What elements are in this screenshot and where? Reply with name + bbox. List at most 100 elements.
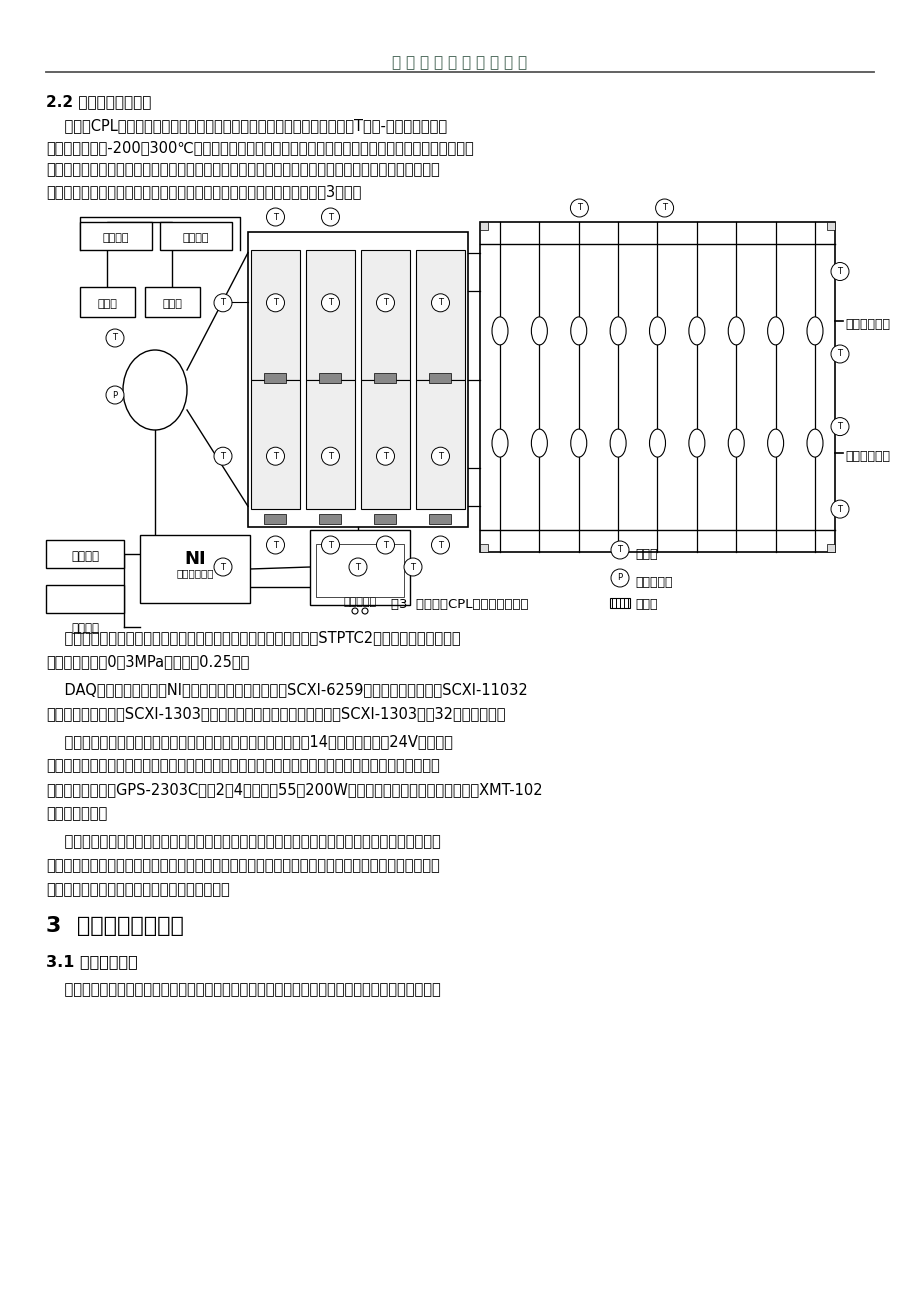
- Text: 高温的橡塑材料，以此来减少加热器上侧向环境所散出的热量。蒸发器和所有的液体管道和蒸汽管道用: 高温的橡塑材料，以此来减少加热器上侧向环境所散出的热量。蒸发器和所有的液体管道和…: [46, 857, 439, 873]
- Text: 良好的接触。每个蒸发器管壁上布置三对热电偶：分别在蒸发器入口、出口和中间处；蒸汽管道和液体: 良好的接触。每个蒸发器管壁上布置三对热电偶：分别在蒸发器入口、出口和中间处；蒸汽…: [46, 163, 439, 177]
- Bar: [46, 540, 124, 569]
- Text: 为了对CPL系统各处温度变化进行测量，从蒸发器开始沿着管道布设一组T型铜-康铜热电偶，其: 为了对CPL系统各处温度变化进行测量，从蒸发器开始沿着管道布设一组T型铜-康铜热…: [46, 118, 447, 133]
- Text: T: T: [328, 540, 333, 549]
- Text: 热电偶调理模块配合SCXI-1303接线端子对温度数据进行测量记录，SCXI-1303共有32个测量通道。: 热电偶调理模块配合SCXI-1303接线端子对温度数据进行测量记录，SCXI-1…: [46, 706, 505, 721]
- Bar: [480, 222, 834, 552]
- Circle shape: [352, 608, 357, 614]
- Bar: [140, 535, 250, 602]
- Text: T: T: [382, 451, 388, 461]
- Text: 加热系统由电源和电阻膜加热器以及温控器组成，加热膜阻值为14欧，最高电压为24V。电阻膜: 加热系统由电源和电阻膜加热器以及温控器组成，加热膜阻值为14欧，最高电压为24V…: [46, 734, 452, 749]
- Text: NI: NI: [184, 550, 206, 569]
- Ellipse shape: [321, 536, 339, 554]
- Ellipse shape: [649, 317, 664, 345]
- Ellipse shape: [431, 536, 449, 554]
- Bar: [319, 373, 341, 382]
- Ellipse shape: [376, 536, 394, 554]
- Bar: [306, 250, 355, 380]
- Text: 温控器: 温控器: [97, 299, 117, 310]
- Text: 电脑工作站: 电脑工作站: [343, 597, 376, 608]
- Text: 压力信号: 压力信号: [71, 622, 99, 635]
- Text: 温度测量范围为-200～300℃。所有热电偶都粘接在管道表面，粘接时注意保证热电偶与管道之间具有: 温度测量范围为-200～300℃。所有热电偶都粘接在管道表面，粘接时注意保证热电…: [46, 141, 473, 155]
- Bar: [145, 288, 199, 317]
- Bar: [248, 232, 468, 527]
- Text: T: T: [355, 562, 360, 571]
- Circle shape: [361, 608, 368, 614]
- Bar: [315, 544, 403, 597]
- Ellipse shape: [348, 558, 367, 576]
- Ellipse shape: [321, 448, 339, 466]
- Bar: [429, 514, 451, 524]
- Text: T: T: [273, 540, 278, 549]
- Bar: [265, 514, 286, 524]
- Text: 绝热材料包裹，以减少系统与环境间的热交换。: 绝热材料包裹，以减少系统与环境间的热交换。: [46, 882, 230, 896]
- Text: T: T: [437, 451, 443, 461]
- Text: 交流电源: 交流电源: [103, 233, 129, 243]
- Ellipse shape: [376, 448, 394, 466]
- Text: T: T: [437, 298, 443, 307]
- Text: T: T: [836, 505, 842, 514]
- Bar: [480, 222, 487, 230]
- Bar: [415, 250, 464, 380]
- Ellipse shape: [570, 317, 586, 345]
- Text: T: T: [273, 212, 278, 221]
- Text: 热电偶: 热电偶: [634, 548, 657, 561]
- Text: T: T: [221, 562, 225, 571]
- Text: 本实验系统工作在低温下，为了计算蒸发器的有效热负荷，模拟热源的加热蒸发器的外部包裹了耐: 本实验系统工作在低温下，为了计算蒸发器的有效热负荷，模拟热源的加热蒸发器的外部包…: [46, 834, 440, 850]
- Ellipse shape: [106, 329, 124, 347]
- Text: 冷却氮气入口: 冷却氮气入口: [844, 319, 889, 332]
- Bar: [80, 222, 152, 250]
- Text: T: T: [273, 298, 278, 307]
- Ellipse shape: [655, 199, 673, 217]
- Text: 2.2 实验测试系统介绍: 2.2 实验测试系统介绍: [46, 94, 152, 109]
- Text: 温度信号: 温度信号: [71, 549, 99, 562]
- Text: 图3  多蒸发器CPL热管的测试方案: 图3 多蒸发器CPL热管的测试方案: [391, 598, 528, 611]
- Ellipse shape: [728, 317, 743, 345]
- Text: T: T: [328, 451, 333, 461]
- Text: T: T: [437, 540, 443, 549]
- Bar: [251, 250, 300, 380]
- Bar: [374, 514, 396, 524]
- Ellipse shape: [267, 208, 284, 226]
- Ellipse shape: [376, 294, 394, 312]
- Text: T: T: [617, 545, 622, 554]
- Ellipse shape: [806, 317, 823, 345]
- Ellipse shape: [830, 263, 848, 281]
- Ellipse shape: [267, 294, 284, 312]
- Text: 量元件，量程为0～3MPa，精度为0.25级。: 量元件，量程为0～3MPa，精度为0.25级。: [46, 654, 249, 669]
- Ellipse shape: [570, 429, 586, 457]
- Bar: [251, 380, 300, 509]
- Text: 直流电源: 直流电源: [183, 233, 209, 243]
- Ellipse shape: [106, 386, 124, 405]
- Ellipse shape: [609, 317, 626, 345]
- Text: T: T: [382, 540, 388, 549]
- Text: T: T: [836, 422, 842, 431]
- Ellipse shape: [123, 350, 187, 431]
- Text: 考虑到系统的工作压力范围和测量精度要求，实验装置系统中选用STPTC2型压力传感器为压力测: 考虑到系统的工作压力范围和测量精度要求，实验装置系统中选用STPTC2型压力传感…: [46, 630, 460, 645]
- Ellipse shape: [806, 429, 823, 457]
- Bar: [609, 598, 630, 608]
- Bar: [160, 222, 232, 250]
- Bar: [415, 380, 464, 509]
- Ellipse shape: [531, 317, 547, 345]
- Bar: [319, 514, 341, 524]
- Ellipse shape: [321, 208, 339, 226]
- Text: T: T: [576, 203, 581, 212]
- Text: T: T: [382, 298, 388, 307]
- Bar: [826, 544, 834, 552]
- Text: 管道各布置两个测温点，在储液器上布置一个测温点和一个测压点，如图3所示。: 管道各布置两个测温点，在储液器上布置一个测温点和一个测压点，如图3所示。: [46, 183, 361, 199]
- Text: P: P: [617, 574, 622, 583]
- Ellipse shape: [688, 429, 704, 457]
- Text: 压力传感器: 压力传感器: [634, 575, 672, 588]
- Ellipse shape: [492, 317, 507, 345]
- Bar: [480, 544, 487, 552]
- Ellipse shape: [649, 429, 664, 457]
- Text: 加热器: 加热器: [634, 598, 657, 611]
- Text: T: T: [836, 267, 842, 276]
- Bar: [46, 585, 124, 613]
- Text: 加热片贴于蒸发器上并用铝箔胶带贴紧。实验中采用的电源为固纬电子（江苏）有限公司生产的直流电: 加热片贴于蒸发器上并用铝箔胶带贴紧。实验中采用的电源为固纬电子（江苏）有限公司生…: [46, 758, 439, 773]
- Text: T: T: [221, 451, 225, 461]
- Ellipse shape: [609, 429, 626, 457]
- Text: 第 十 三 届 全 国 热 管 会 议: 第 十 三 届 全 国 热 管 会 议: [392, 55, 527, 70]
- Ellipse shape: [214, 558, 232, 576]
- Text: T: T: [410, 562, 415, 571]
